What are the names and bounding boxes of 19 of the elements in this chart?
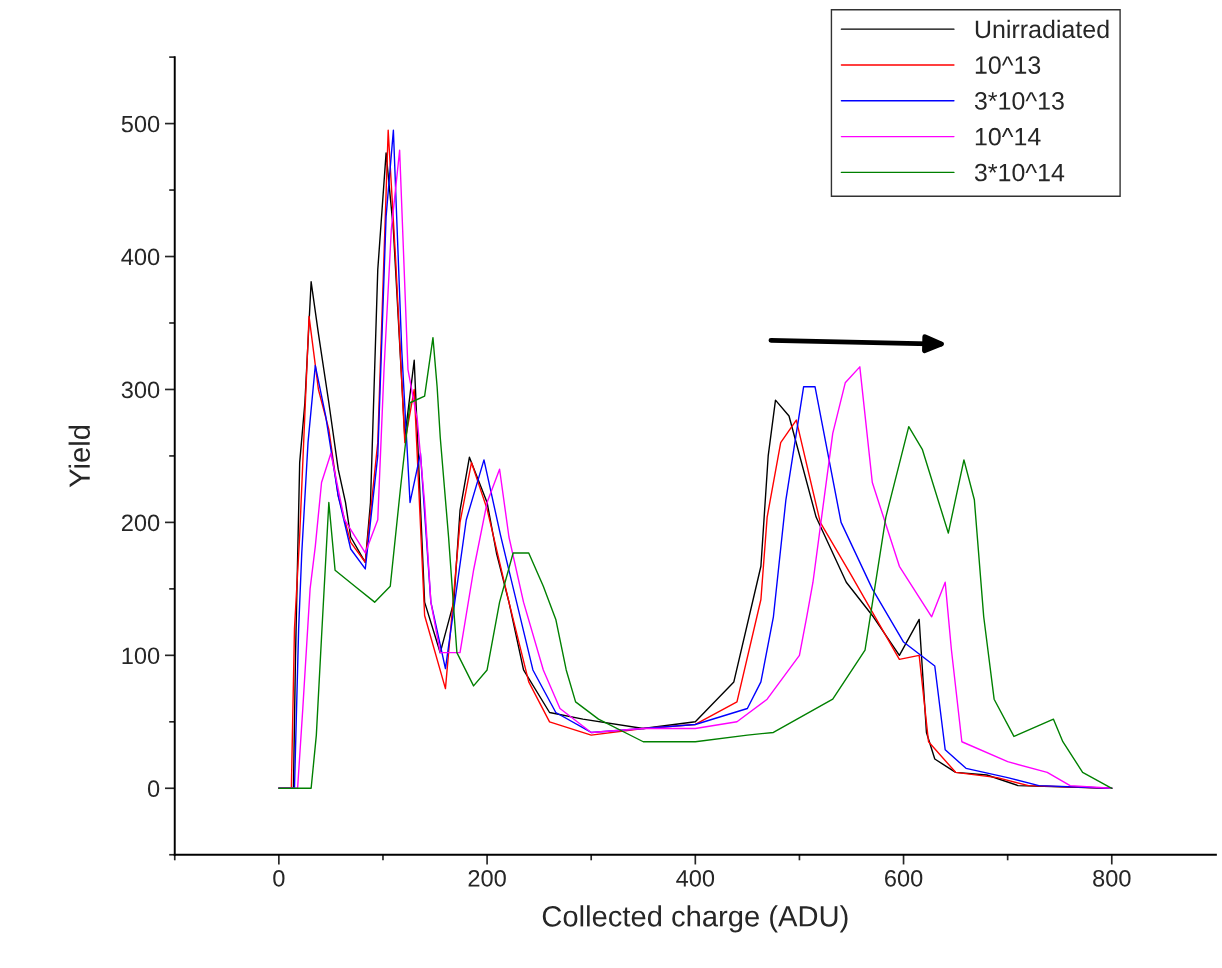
legend-label: 10^14: [975, 127, 1041, 146]
x-tick-label: 600: [885, 869, 923, 887]
y-tick-label: 500: [121, 115, 160, 133]
legend-label: 3*10^14: [974, 163, 1065, 182]
x-tick-label: 800: [1093, 869, 1131, 887]
y-tick-label: 200: [121, 514, 160, 532]
x-axis-title: Collected charge (ADU): [542, 905, 848, 933]
y-axis-title: Yield: [68, 425, 91, 488]
y-tick-label: 100: [122, 647, 160, 665]
x-tick-label: 0: [273, 869, 285, 887]
legend-label: Unirradiated: [975, 19, 1109, 39]
legend-label: 3*10^13: [974, 92, 1064, 110]
line-series: [278, 336, 1113, 789]
y-tick-label: 0: [147, 780, 160, 798]
legend-label: 10^13: [975, 56, 1041, 74]
y-tick-label: 300: [121, 381, 160, 399]
x-tick-label: 400: [676, 869, 715, 887]
x-tick-label: 200: [468, 869, 506, 887]
y-tick-label: 400: [121, 248, 160, 266]
